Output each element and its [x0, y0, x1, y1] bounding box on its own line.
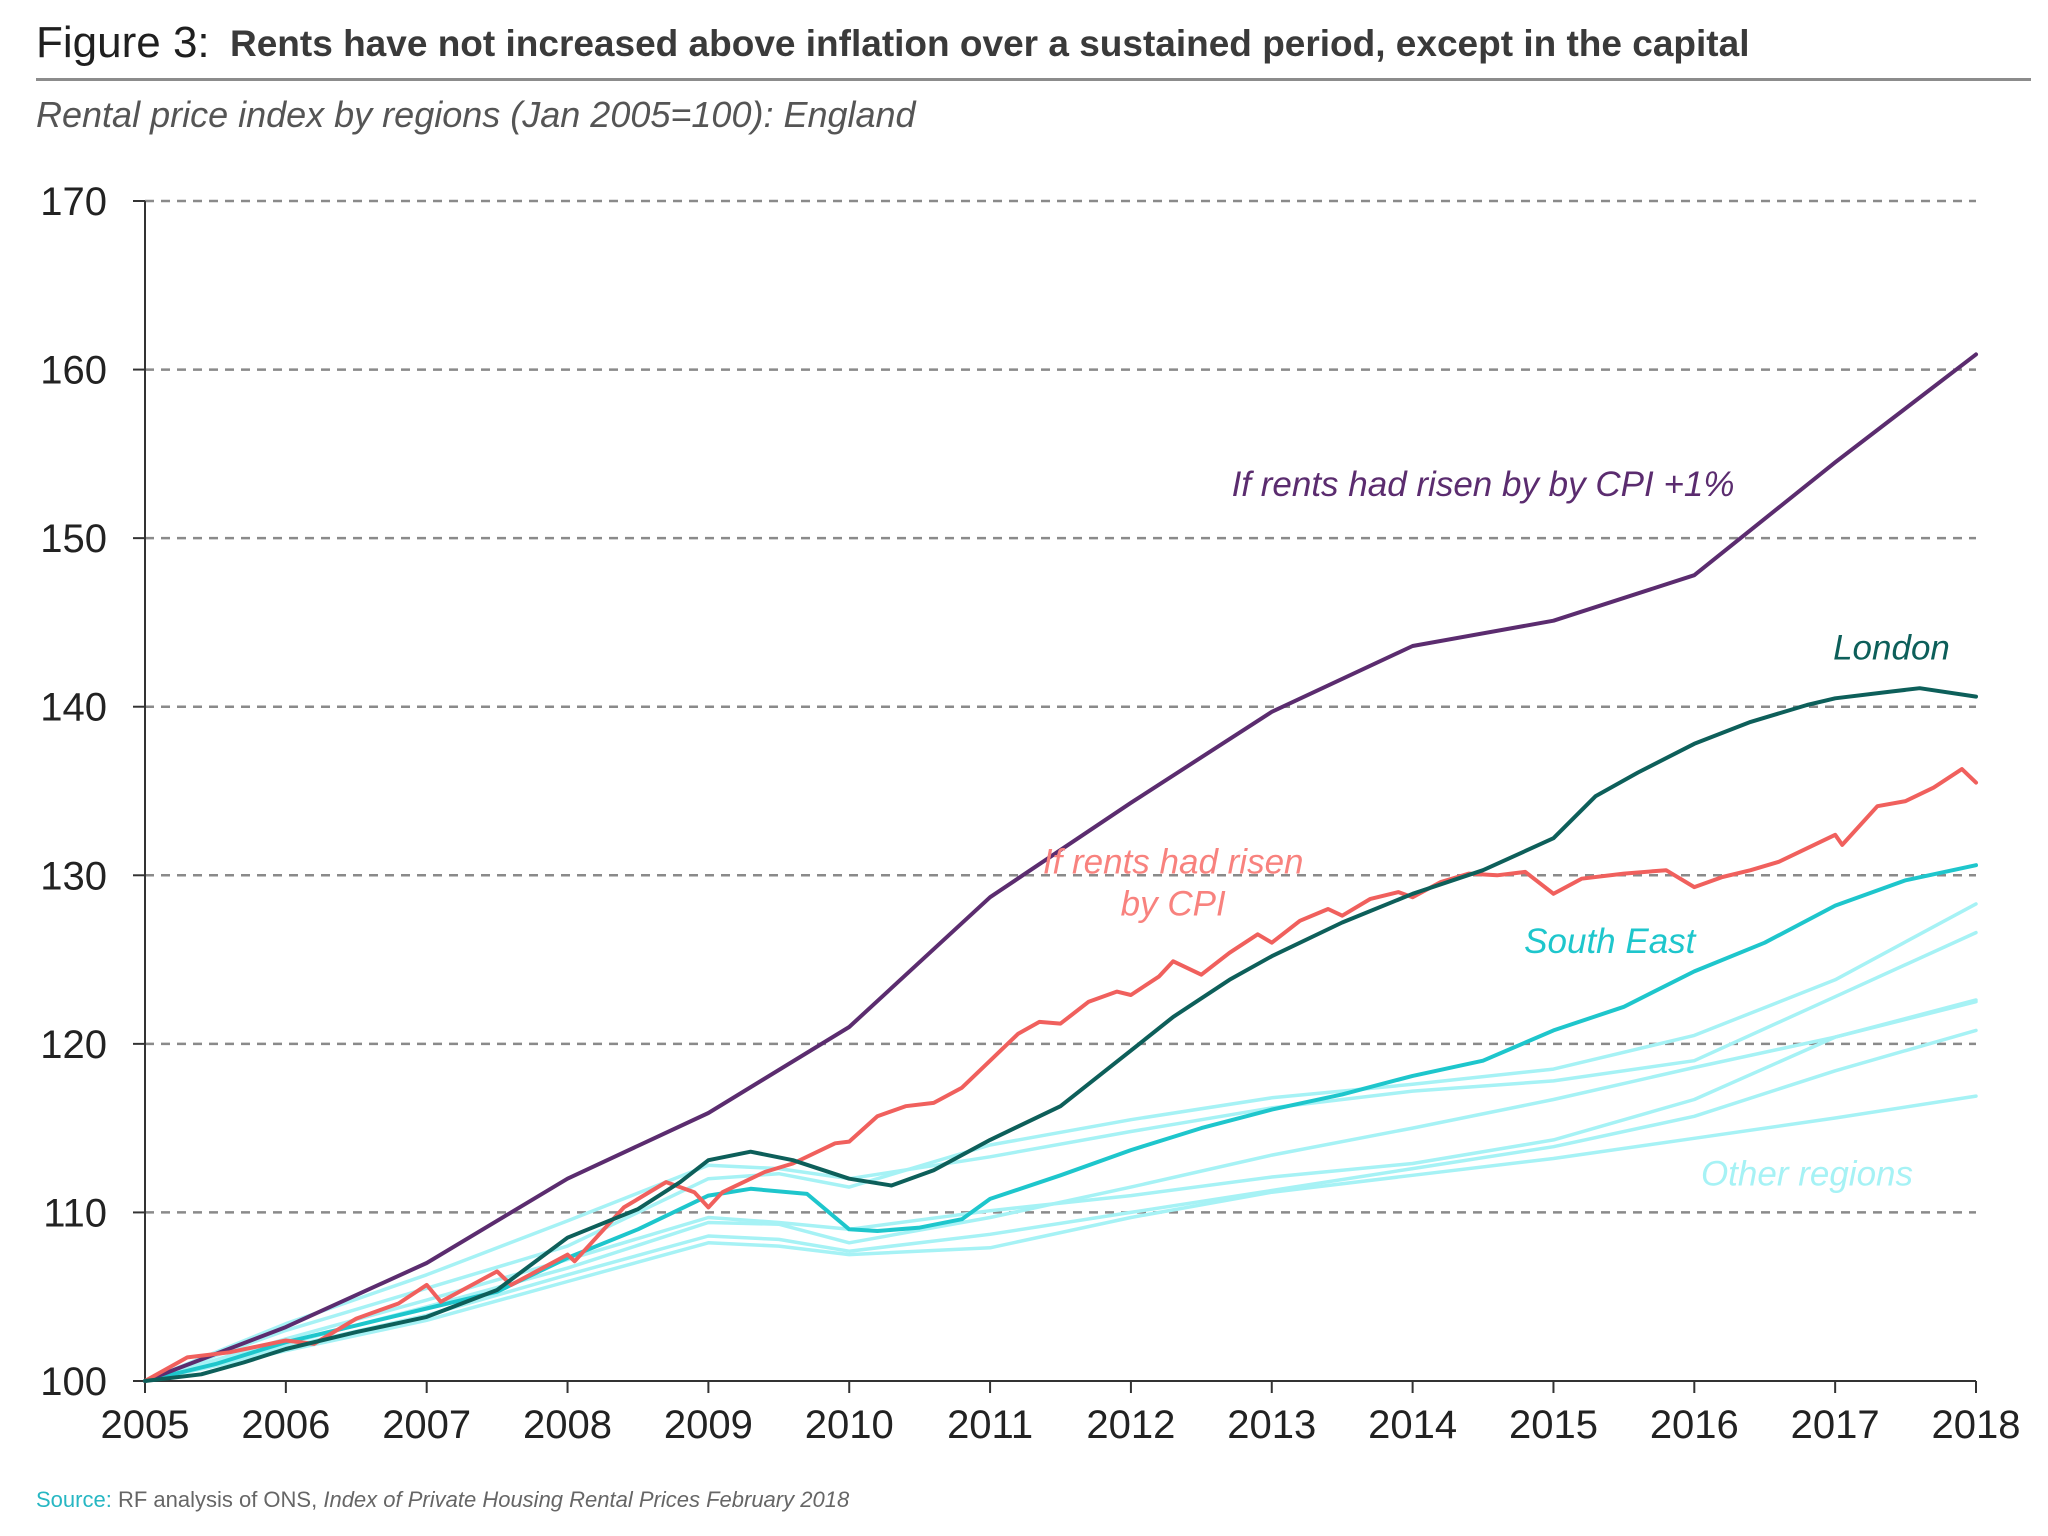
x-tick-label-2016: 2016 — [1650, 1403, 1739, 1447]
x-tick-label-2015: 2015 — [1509, 1403, 1598, 1447]
y-tick-label-130: 130 — [40, 854, 107, 898]
y-tick-label-150: 150 — [40, 517, 107, 561]
series-line-other-6 — [143, 999, 1978, 1383]
series-line-other-4 — [143, 1028, 1978, 1383]
y-tick-label-140: 140 — [40, 686, 107, 730]
x-tick-label-2011: 2011 — [947, 1403, 1033, 1447]
x-tick-label-2013: 2013 — [1227, 1403, 1316, 1447]
source-note: Source: RF analysis of ONS, Index of Pri… — [36, 1487, 849, 1513]
x-tick-label-2018: 2018 — [1932, 1403, 2021, 1447]
x-tick-label-2009: 2009 — [664, 1403, 753, 1447]
gridlines — [145, 199, 1976, 1214]
y-tick-label-170: 170 — [40, 180, 107, 224]
y-tick-label-110: 110 — [43, 1191, 107, 1235]
series-label-other-regions: Other regions — [1701, 1154, 1913, 1193]
x-tick-label-2008: 2008 — [523, 1403, 612, 1447]
x-tick-label-2017: 2017 — [1791, 1403, 1880, 1447]
series-annotations: If rents had risen by by CPI +1% London If… — [1043, 465, 1950, 1193]
figure-header: Figure 3: Rents have not increased above… — [36, 10, 2031, 81]
series-label-london: London — [1833, 629, 1950, 668]
x-tick-label-2006: 2006 — [241, 1403, 330, 1447]
y-tick-label-160: 160 — [40, 349, 107, 393]
series-line-other-3 — [143, 998, 1978, 1383]
series-lines — [143, 352, 1978, 1383]
source-publication: Index of Private Housing Rental Prices F… — [323, 1487, 850, 1512]
series-line-cpi — [143, 767, 1978, 1383]
y-tick-label-100: 100 — [40, 1360, 107, 1404]
x-tick-label-2007: 2007 — [382, 1403, 471, 1447]
series-label-cpi: If rents had risen by CPI — [1043, 843, 1304, 924]
x-tick-label-2012: 2012 — [1086, 1403, 1175, 1447]
series-line-other-1 — [143, 902, 1978, 1383]
series-line-other-2 — [143, 930, 1978, 1383]
figure-label: Figure 3: — [36, 18, 210, 67]
series-label-south-east: South East — [1524, 922, 1696, 961]
source-text: RF analysis of ONS, — [111, 1487, 324, 1512]
source-label: Source: — [36, 1487, 112, 1512]
y-tick-label-120: 120 — [40, 1023, 107, 1067]
axes: 100 110 120 130 140 150 160 170 2005 2006 2007 2008… — [40, 180, 2020, 1447]
series-line-cpi-plus-1 — [143, 352, 1978, 1383]
chart-subtitle: Rental price index by regions (Jan 2005=… — [36, 94, 916, 135]
series-label-cpi-plus-1: If rents had risen by by CPI +1% — [1232, 465, 1735, 504]
series-line-other-5 — [143, 1094, 1978, 1383]
x-tick-label-2010: 2010 — [805, 1403, 894, 1447]
x-tick-label-2014: 2014 — [1368, 1403, 1457, 1447]
x-tick-label-2005: 2005 — [101, 1403, 190, 1447]
figure-title: Rents have not increased above inflation… — [230, 23, 1750, 64]
series-line-london — [143, 686, 1978, 1383]
